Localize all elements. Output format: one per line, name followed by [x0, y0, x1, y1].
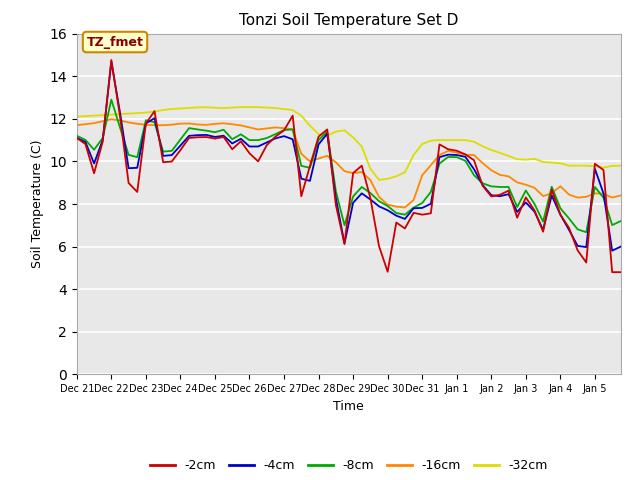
X-axis label: Time: Time: [333, 400, 364, 413]
Title: Tonzi Soil Temperature Set D: Tonzi Soil Temperature Set D: [239, 13, 458, 28]
Y-axis label: Soil Temperature (C): Soil Temperature (C): [31, 140, 44, 268]
Text: TZ_fmet: TZ_fmet: [86, 36, 143, 48]
Legend: -2cm, -4cm, -8cm, -16cm, -32cm: -2cm, -4cm, -8cm, -16cm, -32cm: [145, 454, 553, 477]
